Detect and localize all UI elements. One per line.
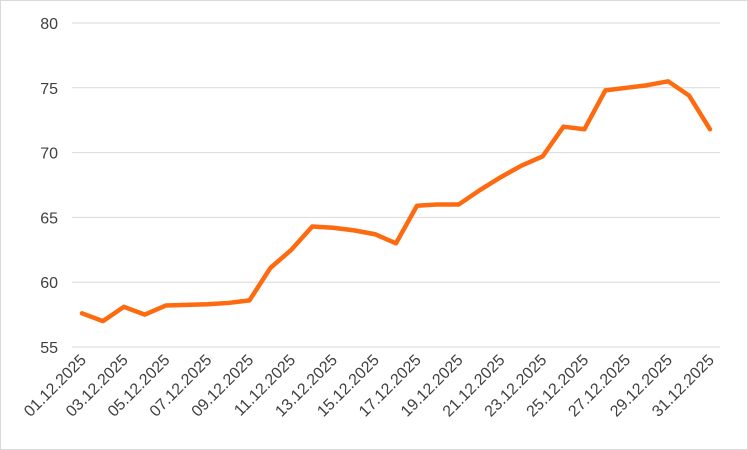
y-tick-label: 80 [40, 16, 58, 33]
y-tick-label: 65 [40, 210, 58, 227]
y-tick-label: 70 [40, 146, 58, 163]
y-tick-label: 60 [40, 275, 58, 292]
y-tick-label: 55 [40, 340, 58, 357]
y-tick-label: 75 [40, 81, 58, 98]
data-line [79, 79, 713, 324]
